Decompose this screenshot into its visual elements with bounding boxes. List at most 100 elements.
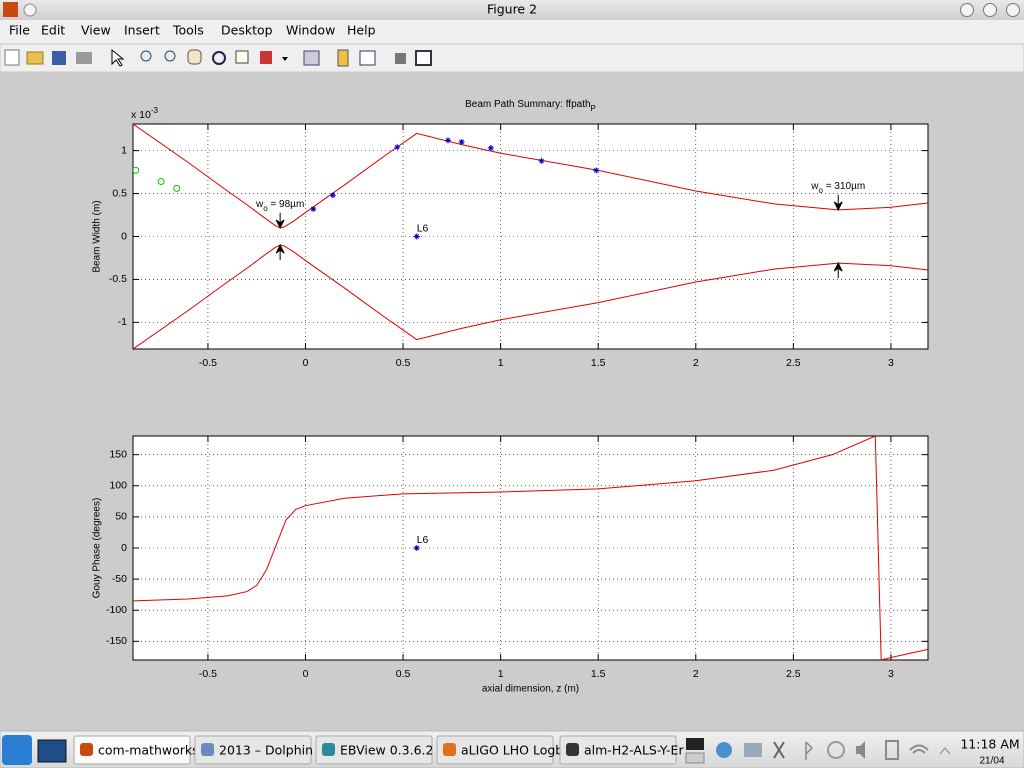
task-button[interactable] xyxy=(436,735,554,765)
menu-item[interactable]: Insert xyxy=(124,23,160,38)
clock-date[interactable]: 21/04 xyxy=(979,756,1004,767)
print-button[interactable] xyxy=(76,52,92,64)
marker xyxy=(329,192,336,199)
brush-button[interactable] xyxy=(260,51,272,64)
legend-button[interactable] xyxy=(359,50,376,66)
x-tick-label: 2.5 xyxy=(786,357,801,369)
menu-item[interactable]: Edit xyxy=(41,23,65,38)
colorbar-button[interactable] xyxy=(337,49,349,67)
x-tick-label: 3 xyxy=(888,357,894,369)
open-button[interactable] xyxy=(26,51,44,65)
task-label[interactable]: alm-H2-ALS-Y-Er xyxy=(584,743,684,758)
rotate-button[interactable] xyxy=(212,51,226,65)
tray-icon[interactable] xyxy=(716,742,732,758)
task-icon xyxy=(201,743,214,756)
x-tick-label: 2 xyxy=(693,357,699,369)
close-button[interactable] xyxy=(1006,3,1020,17)
text-part: o xyxy=(819,185,824,194)
tray-expand[interactable] xyxy=(939,747,951,755)
tray-icon[interactable] xyxy=(685,752,705,764)
axes-box xyxy=(132,435,929,661)
annotation-arrow xyxy=(275,243,285,261)
text-part: = 310µm xyxy=(823,181,865,192)
task-button[interactable] xyxy=(559,735,677,765)
zoom-out-button[interactable] xyxy=(164,50,176,62)
menu-item[interactable]: File xyxy=(9,23,30,38)
point-marker xyxy=(413,545,420,551)
desktop-button[interactable] xyxy=(37,739,67,763)
x-tick-label: -0.5 xyxy=(199,668,217,680)
y-tick-label: 0 xyxy=(121,230,127,242)
point-label: L6 xyxy=(417,222,429,234)
volume-icon[interactable] xyxy=(856,741,865,759)
y-tick-label: -0.5 xyxy=(109,273,127,285)
save-button[interactable] xyxy=(52,51,66,65)
x-tick-label: 0 xyxy=(303,357,309,369)
annotation-arrow xyxy=(275,212,285,230)
task-button[interactable] xyxy=(194,735,312,765)
text-part: Beam Path Summary: ffpath xyxy=(465,99,590,110)
x-tick-label: -0.5 xyxy=(199,357,217,369)
menu-item[interactable]: Help xyxy=(347,23,376,38)
y-tick-label: -150 xyxy=(106,635,127,647)
menu-item[interactable]: Tools xyxy=(172,23,204,38)
task-icon xyxy=(566,743,579,756)
pan-button[interactable] xyxy=(187,49,202,65)
text-part: -3 xyxy=(151,106,159,115)
tray-icon[interactable] xyxy=(827,741,845,759)
point-label: L6 xyxy=(417,534,429,546)
window-menu-button[interactable] xyxy=(23,3,37,17)
y-tick-label: 1 xyxy=(121,144,127,156)
task-list: com-mathworks 2013 – Dolphin EBView 0.3.6.… xyxy=(73,735,684,765)
title-bar xyxy=(0,0,1024,20)
x-tick-label: 1 xyxy=(498,668,504,680)
toolbar-buttons xyxy=(4,48,432,67)
y-tick-label: 50 xyxy=(115,511,127,523)
text-part: w xyxy=(810,181,819,192)
wifi-icon[interactable] xyxy=(909,744,929,754)
task-label[interactable]: aLIGO LHO Logb xyxy=(461,743,563,758)
battery-icon[interactable] xyxy=(885,740,899,760)
task-button[interactable] xyxy=(315,735,433,765)
brush-dropdown[interactable] xyxy=(282,57,288,61)
hide-tools-button[interactable] xyxy=(395,53,406,64)
clock-time[interactable]: 11:18 AM xyxy=(960,737,1019,752)
system-tray xyxy=(685,738,951,764)
point-marker xyxy=(413,233,420,240)
tray-icon[interactable] xyxy=(805,741,814,760)
start-menu-button[interactable] xyxy=(2,735,32,765)
task-label[interactable]: 2013 – Dolphin xyxy=(219,743,313,758)
tray-icon[interactable] xyxy=(686,738,704,750)
y-tick-label: 0.5 xyxy=(112,187,127,199)
x-tick-label: 0.5 xyxy=(396,357,411,369)
task-button[interactable] xyxy=(73,735,191,765)
task-icon xyxy=(443,743,456,756)
menu-item[interactable]: Desktop xyxy=(221,23,273,38)
task-label[interactable]: com-mathworks xyxy=(98,743,199,758)
menu-item[interactable]: View xyxy=(81,23,111,38)
text-part: P xyxy=(591,104,596,113)
task-icon xyxy=(80,743,93,756)
x-axis-label: axial dimension, z (m) xyxy=(482,684,579,695)
annotation-arrow xyxy=(833,262,843,279)
text-part: x 10 xyxy=(131,109,151,121)
link-button[interactable] xyxy=(303,50,320,66)
plot-area xyxy=(133,436,928,660)
app-icon[interactable] xyxy=(3,2,18,17)
text-part: = 98µm xyxy=(268,199,305,210)
select-button[interactable] xyxy=(111,48,125,67)
data-cursor-button[interactable] xyxy=(235,50,249,64)
tray-icon[interactable] xyxy=(744,743,762,757)
new-button[interactable] xyxy=(4,49,20,66)
minimize-button[interactable] xyxy=(960,3,974,17)
zoom-in-button[interactable] xyxy=(140,50,152,62)
task-label[interactable]: EBView 0.3.6.2 xyxy=(340,743,433,758)
menu-item[interactable]: Window xyxy=(286,23,335,38)
tray-icon[interactable] xyxy=(773,741,785,759)
show-tools-button[interactable] xyxy=(415,50,432,66)
axes-box xyxy=(132,123,929,350)
toolbar xyxy=(0,43,1024,73)
maximize-button[interactable] xyxy=(983,3,997,17)
